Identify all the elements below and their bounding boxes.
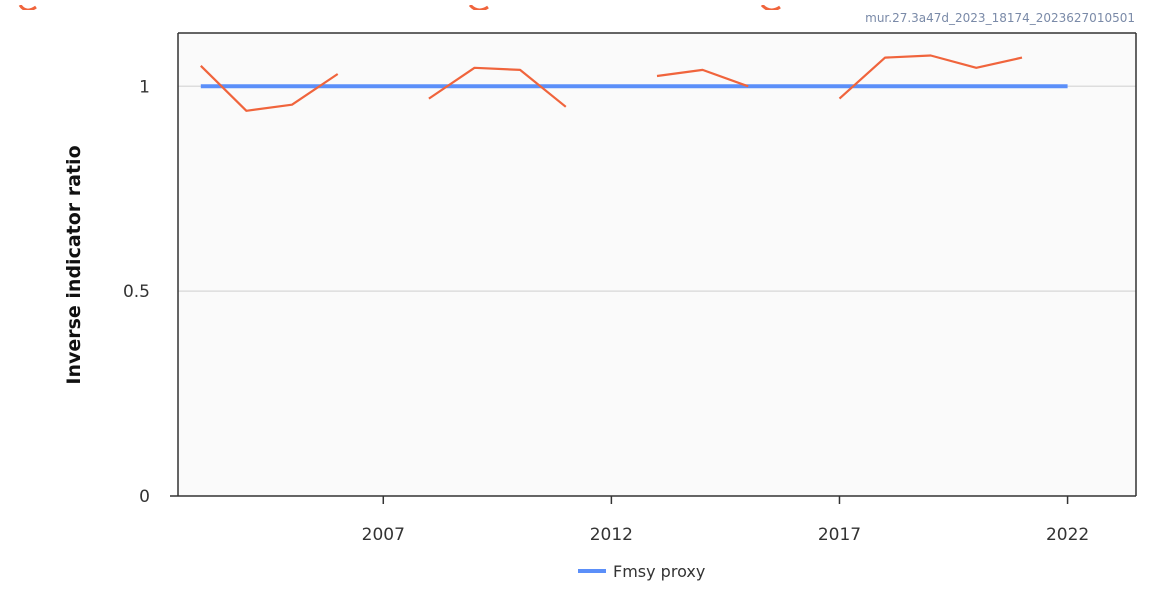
series-segment-indicator-ratio: [428, 66, 567, 108]
x-tick-label: 2017: [818, 525, 861, 545]
y-tick-label: 0.5: [123, 282, 150, 302]
axes: 0 0.5 1 2007 2012 2017 2022: [123, 32, 1137, 545]
x-tick-label: 2012: [590, 525, 633, 545]
legend-label-fmsy-proxy: Fmsy proxy: [613, 562, 705, 581]
series-segment-indicator-ratio: [656, 68, 749, 88]
y-tick-label: 0: [139, 487, 150, 507]
x-tick-label: 2022: [1046, 525, 1089, 545]
plot-area: [178, 33, 1136, 496]
clipped-title-strip: [0, 0, 1153, 10]
y-axis-label: Inverse indicator ratio: [63, 145, 85, 384]
legend: Fmsy proxy: [578, 562, 705, 581]
x-tick-label: 2007: [362, 525, 405, 545]
series-layer: [200, 54, 1068, 112]
clipped-title-marks: [18, 3, 781, 10]
series-segment-indicator-ratio: [838, 54, 1023, 100]
series-segment-indicator-ratio: [200, 65, 339, 112]
chart-watermark: mur.27.3a47d_2023_18174_2023627010501: [865, 11, 1135, 25]
y-tick-label: 1: [139, 77, 150, 97]
